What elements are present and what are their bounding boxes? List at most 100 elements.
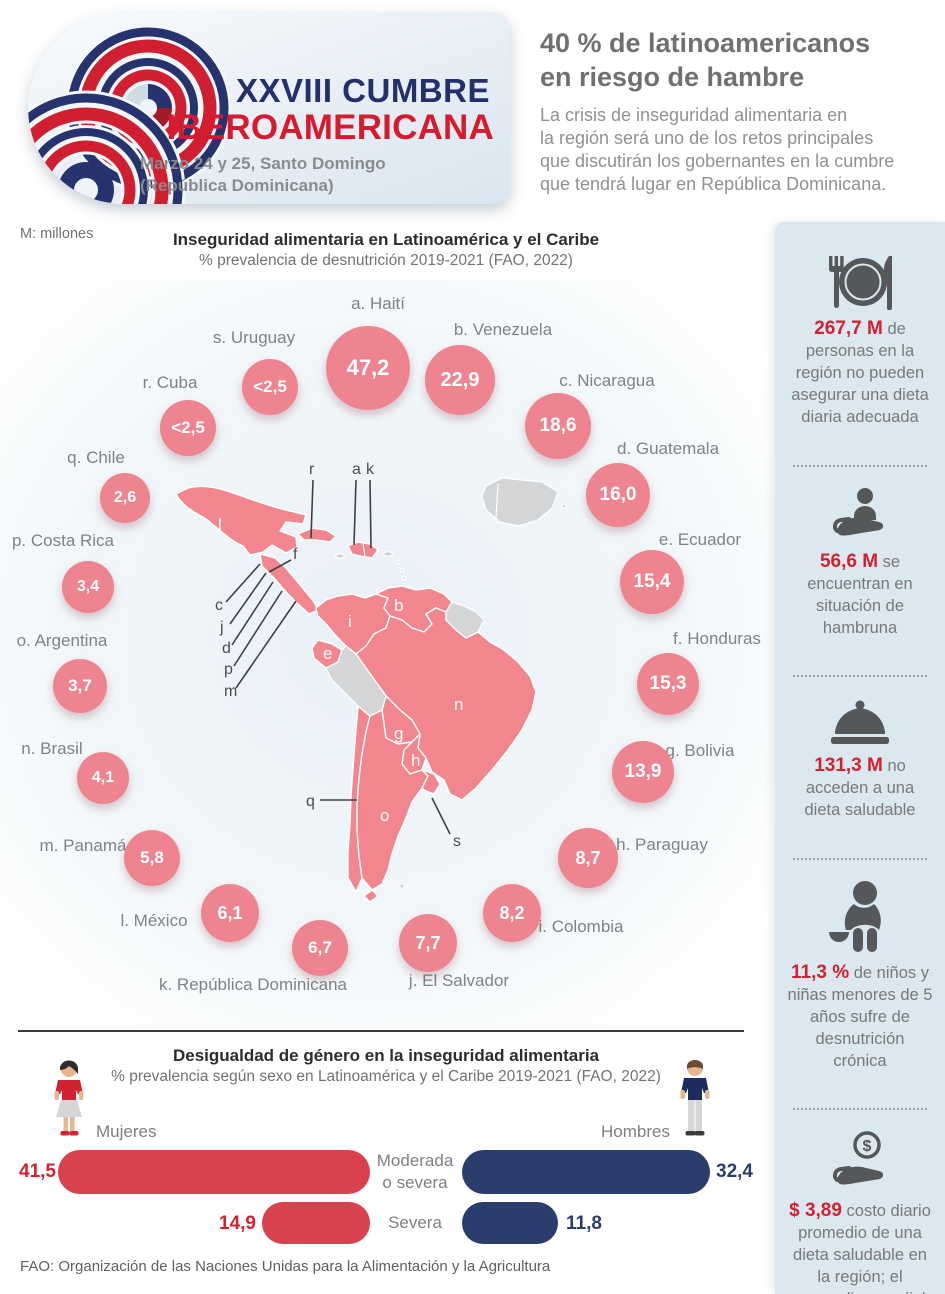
country-label-nicaragua: c. Nicaragua	[559, 371, 655, 390]
bubble-colombia: 8,2	[483, 884, 541, 942]
bubble-paraguay: 8,7	[558, 828, 618, 888]
stat-child-malnutrition: 11,3 % de niños y niñas menores de 5 año…	[775, 880, 945, 1089]
map-letter-argentina: o	[380, 806, 389, 825]
summit-date: Marzo 24 y 25, Santo Domingo (República …	[140, 154, 386, 195]
gender-chart-subtitle: % prevalencia según sexo en Latinoaméric…	[111, 1068, 661, 1085]
stat-no-healthy-diet: 131,3 M no acceden a una dieta saludable	[775, 697, 945, 838]
callout-line-haiti	[353, 479, 357, 546]
stat-value: 267,7 M	[814, 318, 883, 339]
map-portugal-border	[495, 483, 499, 519]
map-chart-subtitle: % prevalencia de desnutrición 2019-2021 …	[199, 252, 573, 269]
map-peru	[325, 645, 387, 717]
country-label-paraguay: h. Paraguay	[616, 835, 708, 854]
source-footnote: FAO: Organización de las Naciones Unidas…	[20, 1258, 551, 1275]
man-icon	[680, 1060, 710, 1136]
map-argentina	[356, 709, 429, 891]
bar-hombres-moderada	[462, 1150, 710, 1194]
callout-line-cuba	[310, 479, 314, 539]
map-jamaica	[334, 553, 346, 559]
country-label-venezuela: b. Venezuela	[453, 320, 553, 339]
country-label-argentina: o. Argentina	[16, 631, 108, 650]
bubble-republica-dominicana: 6,7	[292, 920, 348, 976]
stat-value: 131,3 M	[814, 755, 883, 776]
callout-line-el-salvador	[229, 572, 267, 625]
stat-value: 56,6 M	[819, 550, 879, 572]
bubble-venezuela: 22,9	[425, 345, 495, 415]
bar-hombres-severa	[462, 1202, 558, 1244]
dotted-separator	[793, 1108, 927, 1110]
country-label-brasil: n. Brasil	[21, 739, 83, 758]
callout-letter-panama: m	[224, 683, 237, 700]
bubble-chile: 2,6	[100, 473, 150, 523]
legend-hombres: Hombres	[601, 1122, 670, 1141]
summit-title-line2: IBEROAMERICANA	[166, 108, 494, 147]
bubble-mexico: 6,1	[201, 884, 259, 942]
callout-letter-guatemala: d	[222, 640, 231, 657]
map-antilles-2	[399, 567, 405, 573]
callout-letter-republica-dominicana: k	[366, 461, 375, 478]
category-severa: Severa	[388, 1213, 442, 1232]
map-guyanas	[445, 601, 485, 639]
stat-value: 11,3 %	[791, 961, 850, 983]
map-uruguay	[421, 769, 441, 795]
dotted-separator	[793, 675, 927, 677]
callout-letter-honduras: f	[293, 546, 298, 563]
bubble-map-chart: a. Haití b. Venezuela s. Uruguay r. Cuba…	[0, 280, 772, 1028]
stat-famine: 56,6 M se encuentran en situación de ham…	[775, 487, 945, 656]
callout-letter-chile: q	[306, 793, 315, 810]
country-label-bolivia: g. Bolivia	[665, 741, 735, 760]
map-letter-venezuela: b	[394, 596, 403, 615]
summit-title-line1: XXVIII CUMBRE	[235, 72, 490, 109]
map-puerto-rico	[382, 551, 394, 557]
country-label-mexico: l. México	[120, 911, 188, 930]
map-chart-title: Inseguridad alimentaria en Latinoamérica…	[172, 230, 600, 249]
stat-text: de personas en la región no pueden asegu…	[791, 320, 929, 426]
country-label-cuba: r. Cuba	[142, 373, 198, 392]
bubble-ecuador: 15,4	[620, 550, 684, 614]
map-central-america	[259, 553, 319, 615]
bubble-bolivia: 13,9	[612, 741, 674, 803]
bubble-guatemala: 16,0	[586, 463, 650, 527]
map-letter-brasil: n	[454, 695, 463, 714]
callout-line-nicaragua	[225, 563, 261, 603]
value-hombres-moderada: 32,4	[716, 1161, 753, 1182]
country-label-honduras: f. Honduras	[673, 629, 761, 648]
map-cuba	[297, 527, 337, 543]
plate-cutlery-icon	[829, 256, 892, 310]
legend-mujeres: Mujeres	[96, 1122, 157, 1141]
section-divider	[18, 1030, 744, 1032]
country-label-uruguay: s. Uruguay	[212, 328, 296, 347]
cloche-icon	[831, 700, 889, 744]
bubble-nicaragua: 18,6	[525, 393, 591, 459]
stat-text: de niños y niñas menores de 5 años sufre…	[787, 963, 933, 1070]
bubble-argentina: 3,7	[53, 659, 107, 713]
bubble-brasil: 4,1	[77, 752, 129, 804]
hand-dollar-icon: $	[832, 1131, 884, 1185]
bar-mujeres-moderada	[58, 1150, 370, 1194]
country-label-guatemala: d. Guatemala	[616, 439, 720, 458]
map-haiti-dr-border	[362, 542, 366, 558]
callout-letter-el-salvador: j	[219, 619, 224, 636]
map-antilles-1	[395, 559, 401, 565]
malnourished-child-icon	[829, 880, 881, 952]
bubble-panama: 5,8	[124, 830, 180, 886]
callout-line-uruguay	[431, 797, 451, 835]
country-label-colombia: i. Colombia	[538, 917, 624, 936]
callout-letter-uruguay: s	[453, 833, 461, 850]
stat-text: se encuentran en situación de hambruna	[807, 552, 913, 637]
category-moderada-o-severa: Moderada o severa	[376, 1151, 454, 1192]
stats-sidebar: 267,7 M de personas en la región no pued…	[775, 222, 945, 1294]
country-label-haiti: a. Haití	[351, 294, 405, 313]
headline-block: 40 % de latinoamericanos en riesgo de ha…	[540, 26, 940, 196]
map-letter-mexico: l	[218, 515, 222, 534]
country-label-costa-rica: p. Costa Rica	[11, 531, 115, 550]
dotted-separator	[793, 857, 927, 860]
bubble-cuba: <2,5	[160, 400, 216, 456]
country-label-panama: m. Panamá	[39, 836, 127, 855]
svg-text:$: $	[863, 1138, 872, 1155]
map-antilles-3	[401, 575, 407, 581]
latin-america-map: l b i e n g h o r a k f c j d p m	[175, 461, 567, 903]
woman-icon	[54, 1060, 84, 1136]
map-falklands	[399, 883, 406, 890]
